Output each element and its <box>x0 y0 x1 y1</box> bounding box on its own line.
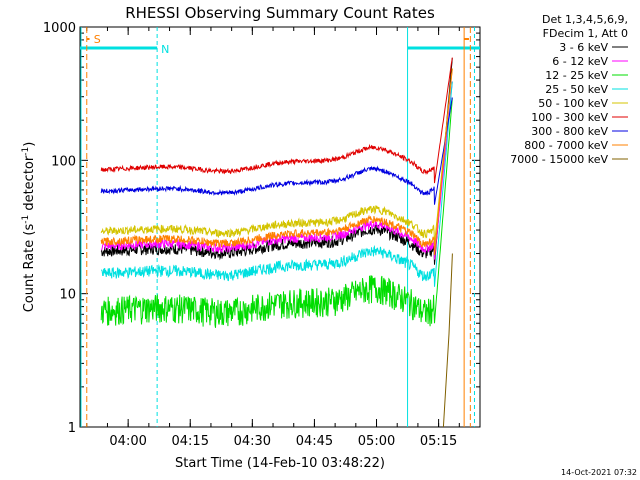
x-tick-label: 04:45 <box>296 434 333 449</box>
y-tick-label: 1000 <box>43 21 76 36</box>
legend-entry-label: 7000 - 15000 keV <box>510 153 608 166</box>
x-tick-label: 05:15 <box>420 434 457 449</box>
y-tick-label: 1 <box>68 421 76 436</box>
series-line-9 <box>442 253 453 428</box>
series-line-5 <box>100 68 453 245</box>
legend-entry-label: 6 - 12 keV <box>552 55 608 68</box>
legend-header: FDecim 1, Att 0 <box>543 27 628 40</box>
chart-title: RHESSI Observing Summary Count Rates <box>125 4 435 22</box>
legend-header: Det 1,3,4,5,6,9, <box>542 13 628 26</box>
x-axis-label: Start Time (14-Feb-10 03:48:22) <box>175 456 385 471</box>
legend-entry-label: 100 - 300 keV <box>531 111 608 124</box>
x-tick-label: 04:30 <box>234 434 271 449</box>
x-tick-label: 04:00 <box>109 434 146 449</box>
saa-label: S <box>94 33 101 46</box>
plot-frame <box>79 26 481 428</box>
series-line-4 <box>101 81 453 287</box>
legend-entry-label: 3 - 6 keV <box>559 41 608 54</box>
legend-entry-label: 12 - 25 keV <box>545 69 608 82</box>
y-tick-label: 10 <box>59 288 76 303</box>
night-label: N <box>161 43 169 56</box>
series-line-7 <box>100 97 453 205</box>
x-tick-label: 04:15 <box>172 434 209 449</box>
y-tick-label: 100 <box>51 154 76 169</box>
y-label-part: ) <box>22 142 37 147</box>
x-tick-label: 05:00 <box>358 434 395 449</box>
series-line-3 <box>100 98 453 328</box>
y-label-sup: -1 <box>21 215 31 224</box>
series-line-1 <box>100 58 453 265</box>
legend-entry-label: 25 - 50 keV <box>545 83 608 96</box>
series-line-8 <box>100 68 453 256</box>
series-line-6 <box>100 57 453 184</box>
y-label-part: detector <box>22 155 37 215</box>
series-line-2 <box>101 81 453 260</box>
y-label-sup: -1 <box>21 147 31 156</box>
y-label-part: Count Rate (s <box>22 224 37 313</box>
legend-entry-label: 800 - 7000 keV <box>524 139 608 152</box>
y-axis-label: Count Rate (s-1 detector-1) <box>21 142 37 313</box>
legend-entry-label: 50 - 100 keV <box>538 97 608 110</box>
legend-entry-label: 300 - 800 keV <box>531 125 608 138</box>
footer-date: 14-Oct-2021 07:32 <box>561 468 637 477</box>
